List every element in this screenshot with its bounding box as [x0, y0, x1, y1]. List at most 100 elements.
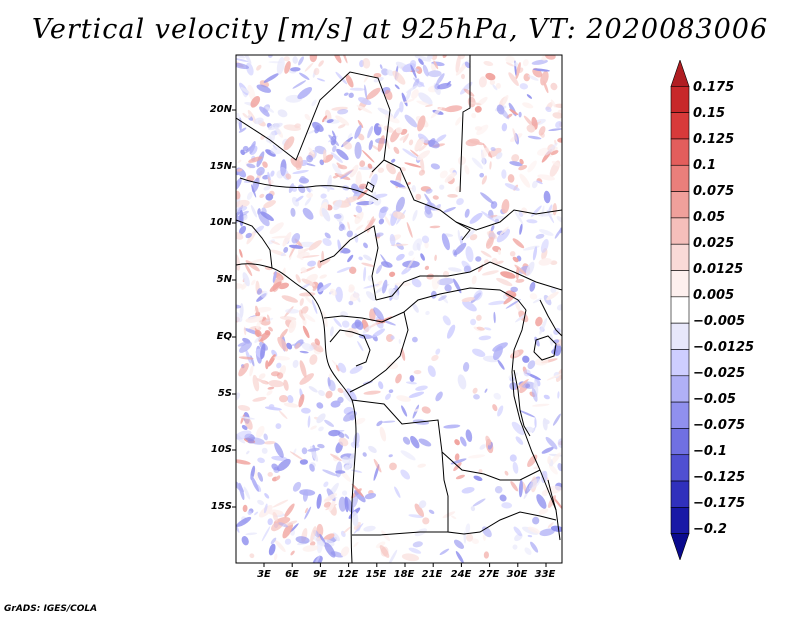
velocity-blob [402, 148, 417, 159]
border-angola-zambia [441, 451, 465, 535]
velocity-blob [265, 193, 274, 201]
velocity-blob [309, 463, 315, 472]
velocity-blob [340, 546, 350, 557]
velocity-blob [323, 493, 338, 503]
velocity-blob [357, 119, 364, 129]
credit-text: GrADS: IGES/COLA [4, 604, 98, 614]
velocity-blob [468, 454, 486, 459]
velocity-blob [384, 215, 391, 226]
velocity-blob [509, 108, 519, 116]
velocity-blob [333, 199, 342, 211]
velocity-blob [418, 169, 426, 176]
velocity-blob [372, 328, 386, 338]
velocity-blob [526, 219, 538, 224]
velocity-blob [511, 154, 520, 162]
velocity-blob [309, 55, 318, 63]
velocity-blob [469, 234, 478, 241]
colorbar-segment-0 [670, 60, 690, 87]
velocity-blob [263, 73, 279, 83]
velocity-blob [275, 475, 281, 481]
velocity-blob [527, 360, 536, 370]
velocity-blob [459, 81, 473, 95]
velocity-blob [384, 89, 393, 101]
velocity-blob [428, 70, 442, 78]
velocity-blob [299, 175, 307, 184]
velocity-blob [417, 463, 427, 468]
colorbar-label-9: −0.005 [693, 314, 746, 329]
velocity-blob [333, 318, 342, 328]
velocity-blob [263, 503, 268, 514]
velocity-blob [418, 58, 424, 65]
velocity-blob [375, 541, 386, 549]
velocity-blob [274, 442, 284, 458]
velocity-blob [273, 553, 278, 561]
velocity-blob [276, 362, 282, 369]
velocity-blob [538, 508, 549, 515]
velocity-blob [504, 470, 509, 476]
velocity-blob [483, 551, 490, 559]
velocity-blob [297, 184, 306, 194]
velocity-blob [408, 139, 414, 146]
velocity-blob [332, 175, 339, 179]
velocity-blob [358, 256, 363, 261]
velocity-blob [258, 212, 270, 227]
velocity-blob [514, 264, 527, 276]
velocity-blob [428, 138, 436, 147]
velocity-blob [358, 97, 372, 106]
velocity-blob [470, 318, 477, 326]
velocity-blob [299, 360, 307, 378]
velocity-blob [361, 262, 375, 267]
velocity-blob [367, 163, 373, 169]
velocity-blob [392, 211, 406, 220]
colorbar-segment-12 [670, 375, 690, 403]
velocity-blob [550, 150, 559, 156]
velocity-blob [543, 190, 551, 204]
velocity-blob [241, 536, 249, 546]
velocity-blob [496, 228, 511, 243]
velocity-blob [263, 185, 271, 191]
velocity-blob [257, 472, 264, 482]
velocity-blob [395, 373, 402, 384]
velocity-blob [505, 62, 515, 67]
velocity-blob [271, 463, 279, 471]
velocity-blob [322, 238, 332, 247]
velocity-blob [390, 243, 409, 247]
velocity-blob [406, 257, 415, 270]
velocity-blob [457, 374, 467, 390]
velocity-blob [349, 292, 360, 302]
velocity-blob [495, 260, 504, 265]
lat-label-5s: 5S [217, 388, 232, 399]
velocity-blob [245, 260, 260, 272]
velocity-blob [308, 147, 315, 155]
velocity-blob [349, 365, 363, 374]
velocity-blob [400, 167, 406, 172]
velocity-blob [435, 73, 445, 86]
velocity-blob [323, 533, 335, 541]
velocity-blob [484, 327, 492, 331]
velocity-blob [536, 494, 547, 509]
lon-label-3e: 3E [257, 569, 271, 580]
velocity-blob [507, 174, 515, 183]
velocity-blob [338, 437, 349, 447]
velocity-blob [454, 439, 460, 446]
velocity-blob [411, 185, 417, 193]
colorbar-segment-2 [670, 112, 690, 140]
velocity-blob [304, 506, 312, 520]
velocity-blob [485, 236, 494, 249]
velocity-blob [367, 125, 374, 139]
border-nigeria-cameroon [319, 225, 379, 301]
velocity-blob [383, 125, 394, 133]
velocity-blob [401, 553, 420, 562]
velocity-blob [412, 336, 418, 343]
velocity-blob [471, 157, 483, 169]
velocity-blob [309, 354, 318, 365]
velocity-blob [337, 431, 345, 438]
velocity-blob [529, 293, 538, 300]
velocity-blob [521, 207, 528, 215]
lat-label-20n: 20N [209, 104, 232, 115]
velocity-blob [500, 271, 516, 279]
velocity-blob [242, 55, 252, 64]
velocity-blob [335, 71, 348, 85]
velocity-blob [379, 206, 389, 213]
velocity-blob [237, 159, 242, 164]
